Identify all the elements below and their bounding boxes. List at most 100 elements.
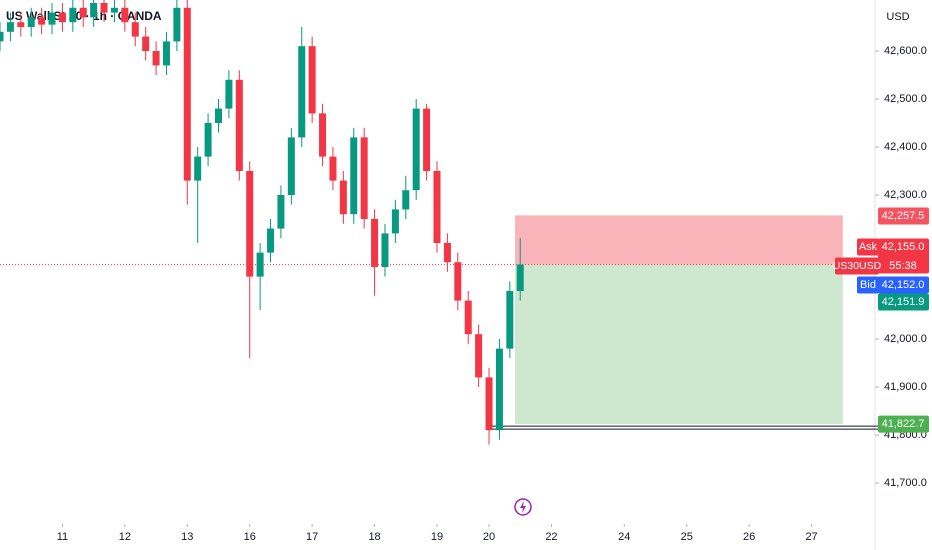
- x-tick-label: 24: [618, 531, 630, 543]
- candle-body: [319, 113, 327, 157]
- candle-body: [267, 228, 275, 253]
- candle-body: [69, 7, 77, 23]
- price-tag-label: 42,257.5: [882, 210, 925, 222]
- x-tick-label: 18: [368, 531, 380, 543]
- price-tag: 42,152.0 Bid: [857, 276, 929, 294]
- y-tick-label: 42,500.0: [884, 93, 927, 105]
- x-tick-label: 17: [306, 531, 318, 543]
- candle-body: [485, 377, 493, 431]
- candle-body: [256, 252, 264, 277]
- candle-body: [433, 171, 441, 243]
- price-tag: 42,151.9: [878, 293, 929, 311]
- y-tick-label: 41,900.0: [884, 381, 927, 393]
- candle-body: [0, 31, 4, 42]
- candle-body: [79, 7, 87, 18]
- candle-body: [277, 195, 285, 229]
- candle-body: [360, 137, 368, 219]
- candle-body: [142, 36, 150, 51]
- price-tag-box: [878, 276, 929, 294]
- x-tick-label: 25: [681, 531, 693, 543]
- candle-body: [516, 264, 524, 291]
- price-tag: 42,257.5: [878, 207, 929, 225]
- price-tag-name-box: [857, 238, 879, 256]
- x-tick-label: 16: [244, 531, 256, 543]
- candle-body: [423, 108, 431, 171]
- x-tick-label: 11: [57, 531, 68, 543]
- candle-body: [90, 3, 98, 18]
- x-tick-label: 22: [545, 531, 557, 543]
- candle-body: [152, 51, 160, 66]
- countdown: 55:38: [889, 260, 917, 272]
- candle-body: [131, 22, 139, 37]
- plot: [0, 0, 880, 445]
- price-tag-box: [878, 207, 929, 225]
- alert-icon[interactable]: [514, 498, 532, 516]
- price-tag-name: Ask: [859, 241, 878, 253]
- candle-body: [235, 79, 243, 171]
- y-tick-label: 42,300.0: [884, 189, 927, 201]
- stop-zone: [515, 215, 843, 265]
- x-tick-label: 20: [483, 531, 495, 543]
- currency-label: USD: [886, 11, 909, 23]
- x-tick-label: 19: [431, 531, 443, 543]
- y-tick-label: 42,400.0: [884, 141, 927, 153]
- price-tag-box: [878, 293, 929, 311]
- x-tick-label: 12: [119, 531, 131, 543]
- price-tag-label: 42,151.9: [882, 296, 925, 308]
- price-tag-label: 42,152.0: [882, 279, 925, 291]
- candle-body: [402, 190, 410, 210]
- candle-body: [17, 22, 25, 27]
- candle-body: [443, 243, 451, 263]
- candle-body: [27, 17, 35, 27]
- candle-body: [110, 7, 118, 13]
- candle-body: [391, 209, 399, 234]
- candle-body: [215, 108, 222, 123]
- candle-body: [308, 46, 316, 114]
- candle-body: [495, 348, 503, 431]
- candle-body: [464, 300, 472, 335]
- symbol-tag-box: [835, 257, 879, 275]
- candle-body: [371, 219, 379, 267]
- candle-body: [506, 291, 514, 349]
- candle-body: [194, 156, 202, 181]
- candle-body: [162, 41, 170, 66]
- x-tick-label: 26: [743, 531, 755, 543]
- price-tag-box: [878, 415, 929, 433]
- price-tag: 41,822.7: [878, 415, 929, 433]
- candle-body: [350, 137, 358, 215]
- x-tick-label: 13: [181, 531, 193, 543]
- candle-body: [48, 12, 56, 25]
- price-tag-name: Bid: [860, 279, 876, 291]
- candle-body: [38, 17, 46, 25]
- price-tag: 42,155.0 Ask: [857, 238, 929, 274]
- y-tick-label: 41,700.0: [884, 477, 927, 489]
- candle-body: [287, 137, 295, 195]
- candle-body: [381, 233, 389, 267]
- candle-body: [225, 79, 233, 109]
- alert-circle: [514, 498, 532, 516]
- candle-body: [204, 123, 212, 157]
- candle-body: [173, 7, 181, 42]
- candle-body: [58, 12, 66, 23]
- target-zone: [515, 264, 843, 425]
- price-tag-name-box: [857, 276, 879, 294]
- price-tag-label: 41,822.7: [882, 418, 925, 430]
- alert-bolt: [520, 501, 526, 513]
- candle-body: [6, 22, 14, 32]
- y-tick-label: 42,000.0: [884, 333, 927, 345]
- candle-body: [329, 156, 337, 181]
- candle-body: [183, 7, 191, 181]
- candle-body: [412, 108, 420, 191]
- candle-body: [454, 262, 462, 301]
- candle-body: [121, 7, 129, 23]
- symbol-tag-name: US30USD: [833, 260, 882, 272]
- candle-body: [339, 180, 347, 215]
- candle-body: [475, 334, 483, 378]
- y-tick-label: 42,600.0: [884, 45, 927, 57]
- candle-body: [246, 171, 254, 277]
- candle-body: [298, 46, 306, 138]
- x-tick-label: 27: [805, 531, 817, 543]
- price-tag-label: 42,155.0: [882, 241, 925, 253]
- price-tag-box: [878, 238, 929, 274]
